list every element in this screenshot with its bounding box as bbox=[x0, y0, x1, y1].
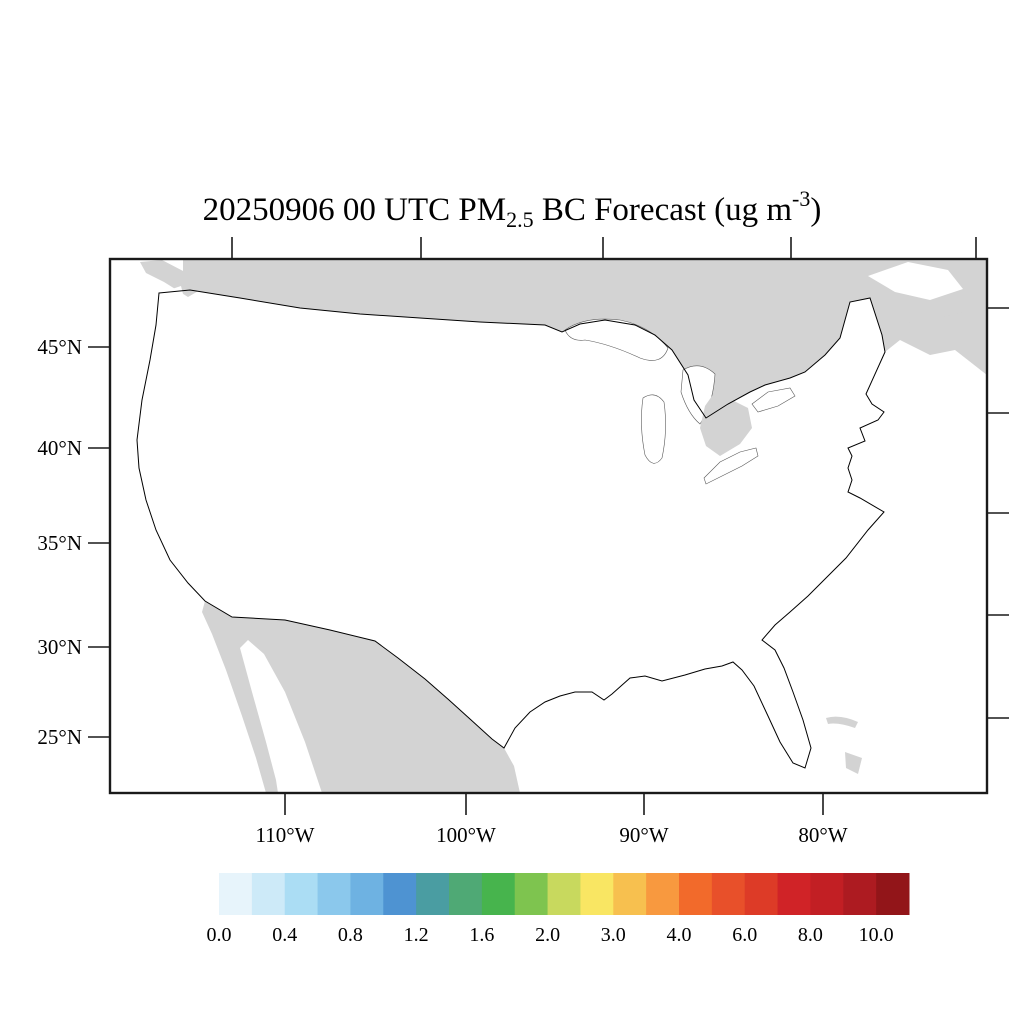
lat-tick-label: 25°N bbox=[37, 725, 82, 749]
colorbar-segment bbox=[219, 873, 253, 915]
lake-ontario bbox=[751, 387, 796, 413]
colorbar-segment bbox=[843, 873, 877, 915]
colorbar-segment bbox=[711, 873, 746, 915]
title-subscript: 2.5 bbox=[506, 207, 534, 232]
lake-michigan bbox=[641, 394, 666, 464]
lat-tick-label: 45°N bbox=[37, 335, 82, 359]
lon-tick-label: 80°W bbox=[798, 823, 847, 847]
colorbar-segment bbox=[547, 873, 581, 915]
colorbar-segment bbox=[580, 873, 614, 915]
lat-tick-label: 35°N bbox=[37, 531, 82, 555]
title-close: ) bbox=[810, 192, 821, 228]
colorbar-segment bbox=[646, 873, 680, 915]
map-frame bbox=[108, 257, 989, 795]
bahamas-islands bbox=[826, 716, 862, 774]
colorbar-segment bbox=[613, 873, 647, 915]
page-title: 20250906 00 UTC PM2.5 BC Forecast (ug m-… bbox=[203, 186, 822, 232]
colorbar-segment bbox=[251, 873, 286, 915]
andros-island bbox=[845, 752, 862, 774]
lon-tick-label: 110°W bbox=[256, 823, 315, 847]
colorbar-segment bbox=[284, 873, 319, 915]
colorbar-tick-label: 1.6 bbox=[469, 924, 494, 946]
colorbar-tick-label: 2.0 bbox=[535, 924, 560, 946]
colorbar-segment bbox=[317, 873, 351, 915]
colorbar-tick-label: 10.0 bbox=[859, 924, 894, 946]
colorbar-tick-label: 1.2 bbox=[404, 924, 429, 946]
title-mid: BC Forecast (ug m bbox=[534, 192, 793, 228]
colorbar-segment bbox=[350, 873, 384, 915]
colorbar-segment bbox=[383, 873, 417, 915]
colorbar-segment bbox=[481, 873, 516, 915]
map-area bbox=[111, 260, 986, 792]
ontario-peninsula bbox=[700, 396, 752, 456]
lake-erie bbox=[703, 447, 759, 485]
gulf-of-st-lawrence bbox=[868, 262, 963, 300]
colorbar bbox=[219, 873, 910, 915]
colorbar-tick-label: 0.0 bbox=[207, 924, 232, 946]
colorbar-segment bbox=[449, 873, 483, 915]
lon-tick-label: 90°W bbox=[619, 823, 668, 847]
colorbar-segment bbox=[416, 873, 450, 915]
puget-sound bbox=[172, 286, 185, 325]
lat-tick-label: 40°N bbox=[37, 436, 82, 460]
mexico-landmass bbox=[202, 601, 520, 792]
colorbar-segment bbox=[744, 873, 779, 915]
colorbar-segment bbox=[777, 873, 811, 915]
colorbar-tick-label: 8.0 bbox=[798, 924, 823, 946]
vancouver-island bbox=[140, 260, 200, 297]
great-lakes bbox=[564, 318, 796, 485]
bahama-bank bbox=[826, 716, 858, 728]
colorbar-labels: 0.0 0.4 0.8 1.2 1.6 2.0 3.0 4.0 6.0 8.0 10.0 bbox=[207, 924, 894, 946]
lat-tick-label: 30°N bbox=[37, 635, 82, 659]
nova-scotia bbox=[905, 308, 974, 335]
title-superscript: -3 bbox=[792, 186, 810, 211]
axis-ticks bbox=[88, 237, 1009, 815]
colorbar-segment bbox=[810, 873, 844, 915]
colorbar-tick-label: 4.0 bbox=[667, 924, 692, 946]
colorbar-tick-label: 6.0 bbox=[732, 924, 757, 946]
axis-tick-labels: 45°N 40°N 35°N 30°N 25°N 110°W 100°W 90°W 80°W bbox=[37, 335, 847, 847]
colorbar-segment bbox=[876, 873, 910, 915]
colorbar-segment bbox=[679, 873, 713, 915]
ocean-background bbox=[111, 260, 986, 792]
colorbar-tick-label: 3.0 bbox=[601, 924, 626, 946]
lon-tick-label: 100°W bbox=[436, 823, 496, 847]
colorbar-tick-label: 0.8 bbox=[338, 924, 363, 946]
colorbar-tick-label: 0.4 bbox=[272, 924, 297, 946]
title-main: 20250906 00 UTC PM bbox=[203, 192, 506, 228]
lake-superior bbox=[564, 318, 669, 361]
canada-landmass bbox=[183, 260, 986, 418]
colorbar-segment bbox=[514, 873, 549, 915]
